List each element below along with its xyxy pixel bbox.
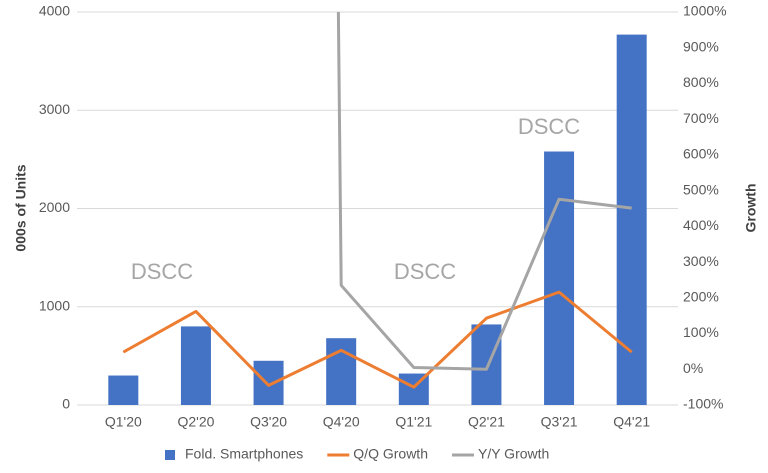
y2-tick-label: 800% [683, 74, 719, 90]
x-tick-label: Q2'20 [177, 414, 214, 430]
y2-tick-label: 100% [683, 324, 719, 340]
line [122, 290, 633, 389]
watermark: DSCC [518, 114, 580, 139]
bar [326, 338, 357, 405]
x-tick-label: Q1'20 [105, 414, 142, 430]
bar [544, 151, 575, 405]
watermark: DSCC [394, 259, 456, 284]
x-tick-label: Q2'21 [468, 414, 505, 430]
y2-tick-label: 200% [683, 289, 719, 305]
legend-label: Q/Q Growth [353, 446, 428, 462]
watermark: DSCC [131, 259, 193, 284]
y2-tick-label: 600% [683, 146, 719, 162]
x-tick-label: Q1'21 [395, 414, 432, 430]
y2-tick-label: -100% [683, 396, 723, 412]
y2-tick-label: 900% [683, 38, 719, 54]
y-tick-label: 1000 [39, 297, 70, 313]
y-tick-label: 4000 [39, 3, 70, 19]
bar [616, 34, 647, 405]
bar [108, 375, 139, 405]
bar [180, 326, 211, 405]
plot [108, 12, 647, 405]
y2-tick-label: 500% [683, 181, 719, 197]
bar [253, 360, 284, 405]
y-tick-label: 3000 [39, 101, 70, 117]
line [336, 12, 632, 371]
legend-swatch [165, 450, 175, 460]
x-tick-label: Q3'20 [250, 414, 287, 430]
y2-tick-label: 300% [683, 253, 719, 269]
x-tick-label: Q4'20 [323, 414, 360, 430]
y-axis-title: 000s of Units [13, 164, 29, 251]
y2-axis-title: Growth [743, 184, 759, 233]
y2-tick-label: 0% [683, 360, 703, 376]
legend-label: Y/Y Growth [478, 446, 549, 462]
x-tick-label: Q3'21 [541, 414, 578, 430]
legend-label: Fold. Smartphones [185, 446, 303, 462]
y-tick-label: 0 [62, 396, 70, 412]
x-tick-label: Q4'21 [613, 414, 650, 430]
bar [471, 324, 502, 405]
y-tick-label: 2000 [39, 199, 70, 215]
y2-tick-label: 700% [683, 110, 719, 126]
y2-tick-label: 1000% [683, 3, 727, 19]
y2-tick-label: 400% [683, 217, 719, 233]
